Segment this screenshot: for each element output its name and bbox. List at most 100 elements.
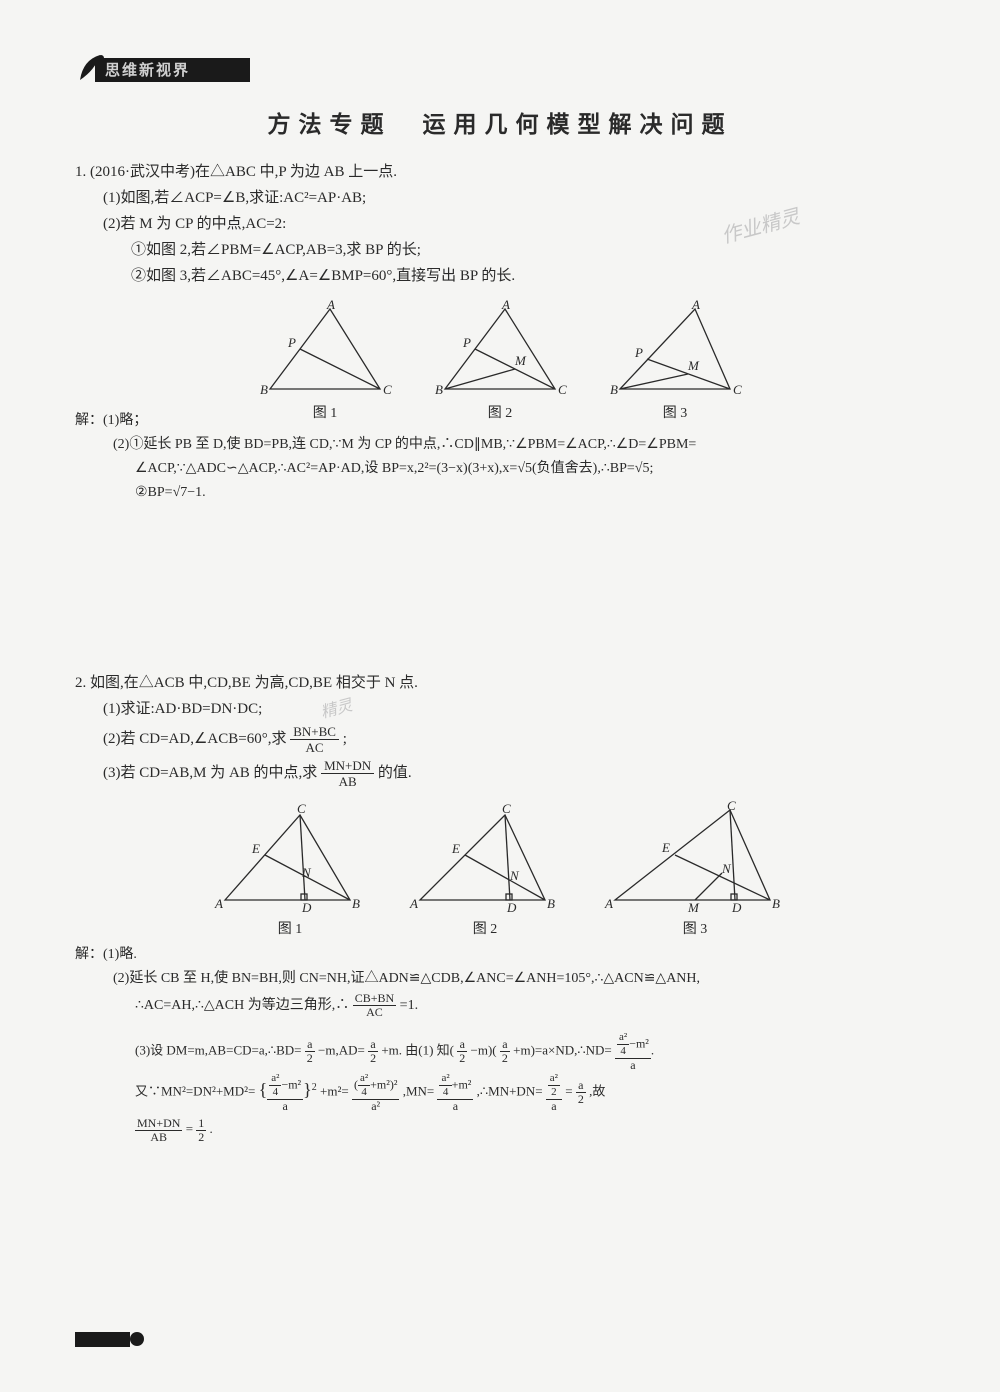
s3-l2e: = bbox=[565, 1083, 572, 1098]
problem-2: 2. 如图,在△ACB 中,CD,BE 为高,CD,BE 相交于 N 点. (1… bbox=[75, 670, 925, 1145]
svg-text:A: A bbox=[409, 896, 418, 911]
svg-text:B: B bbox=[352, 896, 360, 911]
p2-l3a: (3)若 CD=AB,M 为 AB 的中点,求 bbox=[103, 765, 317, 781]
svg-text:M: M bbox=[514, 353, 527, 368]
p2-l1: (1)求证:AD·BD=DN·DC; bbox=[75, 696, 925, 722]
p1-sol-l1: (2)①延长 PB 至 D,使 BD=PB,连 CD,∵M 为 CP 的中点,∴… bbox=[75, 433, 925, 457]
svg-text:C: C bbox=[383, 382, 392, 397]
frac-mn: a²4+m²a bbox=[437, 1072, 473, 1113]
svg-text:M: M bbox=[687, 900, 700, 915]
frac-nd: a²4−m²a bbox=[615, 1031, 651, 1072]
p1-figures: A P B C 图 1 A P M B C bbox=[75, 299, 925, 422]
figure-2-1: C E N A D B bbox=[210, 800, 370, 915]
p2-sol3-line1: (3)设 DM=m,AB=CD=a,∴BD= a2 −m,AD= a2 +m. … bbox=[75, 1031, 925, 1072]
svg-text:B: B bbox=[260, 382, 268, 397]
frac-cb-bn-ac: CB+BNAC bbox=[353, 992, 396, 1019]
problem-1: 1. (2016·武汉中考)在△ABC 中,P 为边 AB 上一点. (1)如图… bbox=[75, 159, 925, 505]
svg-text:P: P bbox=[462, 335, 471, 350]
p2-fig3-label: 图 3 bbox=[600, 918, 790, 938]
frac-sum: a²2a bbox=[546, 1072, 562, 1113]
p2-l2a: (2)若 CD=AD,∠ACB=60°,求 bbox=[103, 731, 286, 747]
p2-sol3-line2: 又∵MN²=DN²+MD²= {a²4−m²a}2 +m²= (a²4+m²)²… bbox=[75, 1072, 925, 1113]
s3-l1e: +m)=a×ND,∴ND= bbox=[513, 1042, 612, 1057]
s3-l1d: −m)( bbox=[471, 1042, 497, 1057]
figure-1-2: A P M B C bbox=[430, 299, 570, 399]
fig3-label: 图 3 bbox=[605, 402, 745, 422]
p2-fig2-label: 图 2 bbox=[405, 918, 565, 938]
p1-head: 1. (2016·武汉中考)在△ABC 中,P 为边 AB 上一点. bbox=[75, 159, 925, 185]
svg-text:D: D bbox=[506, 900, 517, 915]
p2-sol-head: 解：(1)略. bbox=[75, 943, 925, 967]
frac-a2-2: a2 bbox=[368, 1038, 378, 1065]
page-title: 方法专题 运用几何模型解决问题 bbox=[75, 105, 925, 139]
svg-text:C: C bbox=[297, 801, 306, 816]
svg-text:E: E bbox=[251, 841, 260, 856]
p1-sol-l3: ②BP=√7−1. bbox=[75, 481, 925, 505]
p2-head: 2. 如图,在△ACB 中,CD,BE 为高,CD,BE 相交于 N 点. bbox=[75, 670, 925, 696]
p2-sol-l2a: ∴AC=AH,∴△ACH 为等边三角形,∴ bbox=[135, 998, 349, 1013]
frac-mn-dn-ab: MN+DNAB bbox=[321, 758, 374, 789]
s3-l1c: +m. 由(1) 知( bbox=[381, 1042, 454, 1057]
svg-text:C: C bbox=[558, 382, 567, 397]
p2-figures: C E N A D B 图 1 C E bbox=[75, 800, 925, 938]
svg-text:E: E bbox=[661, 840, 670, 855]
s3-l1a: (3)设 DM=m,AB=CD=a,∴BD= bbox=[135, 1042, 302, 1057]
svg-text:C: C bbox=[727, 800, 736, 813]
p2-l3: (3)若 CD=AB,M 为 AB 的中点,求 MN+DNAB 的值. bbox=[75, 756, 925, 790]
p1-l1: (1)如图,若∠ACP=∠B,求证:AC²=AP·AB; bbox=[75, 185, 925, 211]
svg-text:A: A bbox=[691, 299, 700, 312]
svg-text:C: C bbox=[502, 801, 511, 816]
frac-a2-4: a2 bbox=[500, 1038, 510, 1065]
p2-l2: (2)若 CD=AD,∠ACB=60°,求 BN+BCAC ; bbox=[75, 722, 925, 756]
svg-text:B: B bbox=[547, 896, 555, 911]
svg-text:D: D bbox=[731, 900, 742, 915]
s3-l2a: 又∵MN²=DN²+MD²= bbox=[135, 1083, 255, 1098]
frac-a2: a2 bbox=[305, 1038, 315, 1065]
fig1-label: 图 1 bbox=[255, 402, 395, 422]
s3-l3b: = bbox=[186, 1121, 193, 1136]
svg-text:N: N bbox=[509, 868, 520, 883]
p1-l3: ①如图 2,若∠PBM=∠ACP,AB=3,求 BP 的长; bbox=[75, 237, 925, 263]
s3-l2d: ,∴MN+DN= bbox=[477, 1083, 543, 1098]
svg-text:A: A bbox=[604, 896, 613, 911]
svg-text:B: B bbox=[435, 382, 443, 397]
s3-l2b: +m²= bbox=[320, 1083, 349, 1098]
svg-text:N: N bbox=[721, 861, 732, 876]
p1-l4: ②如图 3,若∠ABC=45°,∠A=∠BMP=60°,直接写出 BP 的长. bbox=[75, 263, 925, 289]
p2-sol-l2b: =1. bbox=[400, 998, 418, 1013]
banner-text: 思维新视界 bbox=[105, 59, 190, 80]
frac-final: MN+DNAB bbox=[135, 1117, 182, 1144]
svg-text:P: P bbox=[634, 345, 643, 360]
svg-text:A: A bbox=[501, 299, 510, 312]
svg-text:C: C bbox=[733, 382, 742, 397]
s3-l3c: . bbox=[210, 1121, 213, 1136]
figure-1-1: A P B C bbox=[255, 299, 395, 399]
p2-l3b: 的值. bbox=[378, 765, 412, 781]
frac-mn2: (a²4+m²)²a² bbox=[352, 1072, 399, 1113]
frac-bn-bc-ac: BN+BCAC bbox=[290, 724, 339, 755]
svg-text:N: N bbox=[301, 865, 312, 880]
p2-sol3-line3: MN+DNAB = 12 . bbox=[75, 1113, 925, 1145]
frac-half: 12 bbox=[196, 1117, 206, 1144]
figure-1-3: A P M B C bbox=[605, 299, 745, 399]
p1-sol-l2: ∠ACP,∵△ADC∽△ACP,∴AC²=AP·AD,设 BP=x,2²=(3−… bbox=[75, 457, 925, 481]
fig2-label: 图 2 bbox=[430, 402, 570, 422]
p1-l2: (2)若 M 为 CP 的中点,AC=2: bbox=[75, 211, 925, 237]
frac-a2-3: a2 bbox=[457, 1038, 467, 1065]
svg-text:B: B bbox=[610, 382, 618, 397]
svg-text:E: E bbox=[451, 841, 460, 856]
p2-sol-l1: (2)延长 CB 至 H,使 BN=BH,则 CN=NH,证△ADN≌△CDB,… bbox=[75, 967, 925, 991]
p2-fig1-label: 图 1 bbox=[210, 918, 370, 938]
figure-2-2: C E N A D B bbox=[405, 800, 565, 915]
header-banner: 思维新视界 bbox=[75, 50, 255, 90]
svg-text:P: P bbox=[287, 335, 296, 350]
figure-2-3: C E N A M D B bbox=[600, 800, 790, 915]
svg-text:D: D bbox=[301, 900, 312, 915]
svg-text:A: A bbox=[214, 896, 223, 911]
svg-text:M: M bbox=[687, 358, 700, 373]
s3-l2c: ,MN= bbox=[403, 1083, 435, 1098]
s3-l2f: ,故 bbox=[589, 1083, 605, 1098]
frac-dn: a²4−m²a bbox=[267, 1072, 303, 1113]
footer-decoration bbox=[75, 1327, 155, 1352]
s3-l1b: −m,AD= bbox=[318, 1042, 365, 1057]
